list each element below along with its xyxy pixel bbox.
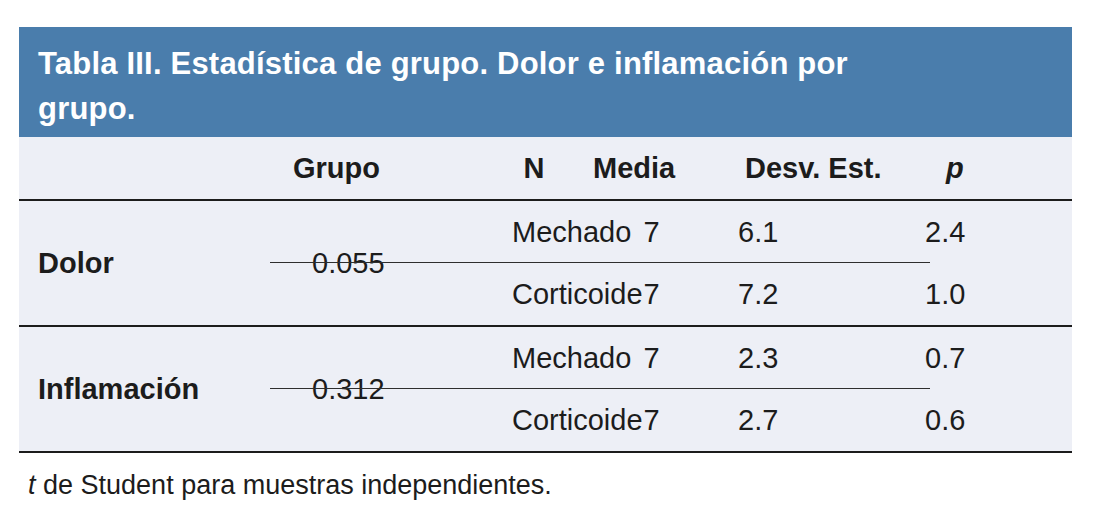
cell-media: 2.7 — [724, 389, 904, 451]
group-inflamacion: Inflamación Mechado 7 2.3 0.7 0.312 Cort… — [19, 327, 1072, 453]
footnote-italic-t: t — [28, 470, 36, 500]
table-title-band: Tabla III. Estadística de grupo. Dolor e… — [19, 27, 1072, 137]
group-dolor: Dolor Mechado 7 6.1 2.4 0.055 Corticoide… — [19, 201, 1072, 327]
header-empty — [19, 137, 270, 199]
cell-desv: 0.7 — [904, 327, 1072, 389]
table-title-line-2: grupo. — [38, 86, 1032, 131]
cell-p-value: 0.055 — [270, 201, 489, 325]
header-desv-est: Desv. Est. — [724, 137, 904, 199]
footnote-text: de Student para muestras independientes. — [36, 470, 552, 500]
cell-media: 7.2 — [724, 263, 904, 325]
header-n: N — [489, 137, 579, 199]
cell-desv: 0.6 — [904, 389, 1072, 451]
group-label: Inflamación — [19, 327, 270, 451]
statistics-table: Grupo N Media Desv. Est. p Dolor Mechado… — [19, 137, 1072, 453]
header-media: Media — [579, 137, 724, 199]
group-label: Dolor — [19, 201, 270, 325]
header-grupo: Grupo — [270, 137, 489, 199]
cell-grupo: Mechado — [489, 201, 579, 263]
cell-p-value: 0.312 — [270, 327, 489, 451]
table-block: Tabla III. Estadística de grupo. Dolor e… — [19, 27, 1072, 501]
cell-media: 6.1 — [724, 201, 904, 263]
table-figure: Tabla III. Estadística de grupo. Dolor e… — [0, 0, 1107, 521]
cell-n: 7 — [579, 201, 724, 263]
cell-grupo: Corticoide — [489, 263, 579, 325]
cell-n: 7 — [579, 327, 724, 389]
cell-grupo: Corticoide — [489, 389, 579, 451]
header-p-value: p — [904, 137, 1072, 199]
cell-desv: 2.4 — [904, 201, 1072, 263]
cell-n: 7 — [579, 389, 724, 451]
subrow-divider — [270, 388, 930, 389]
cell-n: 7 — [579, 263, 724, 325]
table-title-line-1: Tabla III. Estadística de grupo. Dolor e… — [38, 41, 1032, 86]
subrow-divider — [270, 262, 930, 263]
cell-media: 2.3 — [724, 327, 904, 389]
table-footnote: t de Student para muestras independiente… — [28, 470, 1072, 501]
cell-grupo: Mechado — [489, 327, 579, 389]
cell-desv: 1.0 — [904, 263, 1072, 325]
table-header-row: Grupo N Media Desv. Est. p — [19, 137, 1072, 201]
